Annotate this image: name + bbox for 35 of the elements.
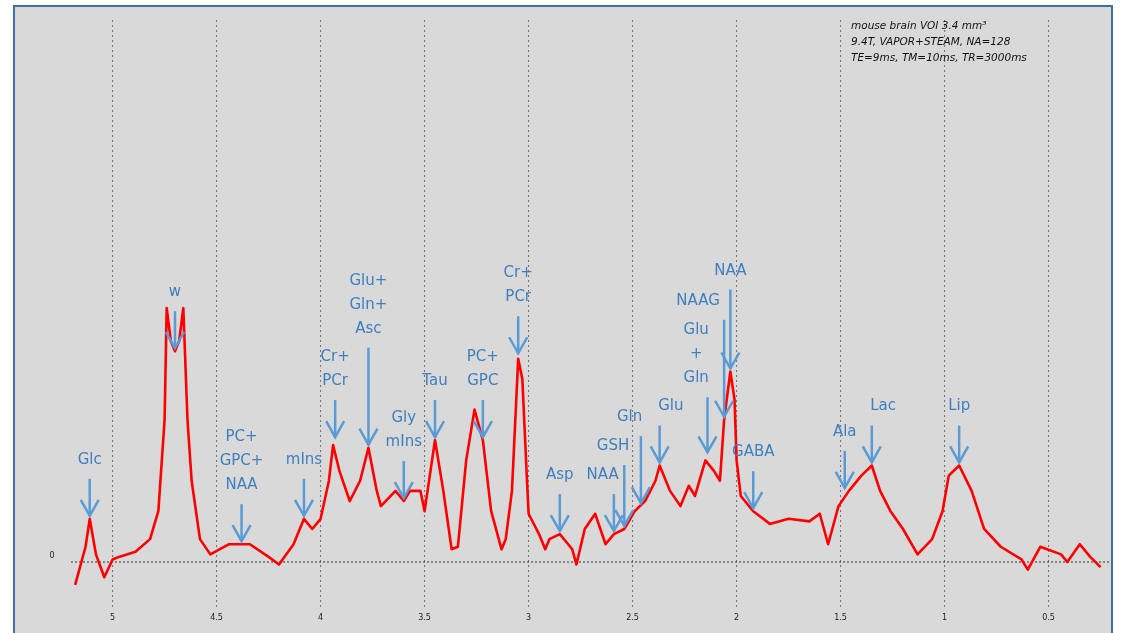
annotation: Ala xyxy=(832,421,857,440)
annotation: Glu+ Gln+ Asc xyxy=(349,270,388,337)
x-tick-label: 5 xyxy=(110,613,116,622)
annotation: PC+ GPC+ NAA xyxy=(219,427,264,494)
annotation: Cr+ PCr xyxy=(503,263,533,306)
annotation: Gly mIns xyxy=(385,408,423,451)
text: 9.4T, VAPOR+STEAM, NA=128 xyxy=(851,35,1011,47)
annotation: Lip xyxy=(948,396,971,415)
ref-line-label: 0 xyxy=(49,551,55,560)
x-tick-label: 3.5 xyxy=(418,613,431,622)
text: mouse brain VOI 3.4 mm³ xyxy=(851,19,987,31)
x-tick-label: 4.5 xyxy=(210,613,223,622)
x-tick-label: 2 xyxy=(734,613,740,622)
annotation: Cr+ PCr xyxy=(320,347,350,390)
annotation: GSH xyxy=(596,435,630,454)
annotation: Asp xyxy=(546,465,574,484)
annotation: w xyxy=(168,282,182,301)
text: TE=9ms, TM=10ms, TR=3000ms xyxy=(851,51,1028,63)
annotation: mIns xyxy=(285,449,323,468)
annotation: Glu + Gln xyxy=(683,320,709,387)
x-tick-label: 1.5 xyxy=(834,613,847,622)
annotation: NAA xyxy=(714,260,748,279)
annotation: Gln xyxy=(617,407,643,426)
annotation: PC+ GPC xyxy=(466,347,499,390)
x-tick-label: 1 xyxy=(942,613,948,622)
x-tick-label: 3 xyxy=(526,613,532,622)
annotation: NAAG xyxy=(676,290,720,309)
annotation: Glu xyxy=(658,396,684,415)
annotation: Glc xyxy=(77,449,102,468)
annotation: NAA xyxy=(586,465,620,484)
annotation: Tau xyxy=(421,371,448,390)
annotation: Lac xyxy=(870,396,896,415)
x-tick-label: 0.5 xyxy=(1042,613,1055,622)
x-tick-label: 2.5 xyxy=(626,613,639,622)
x-tick-label: 4 xyxy=(318,613,324,622)
